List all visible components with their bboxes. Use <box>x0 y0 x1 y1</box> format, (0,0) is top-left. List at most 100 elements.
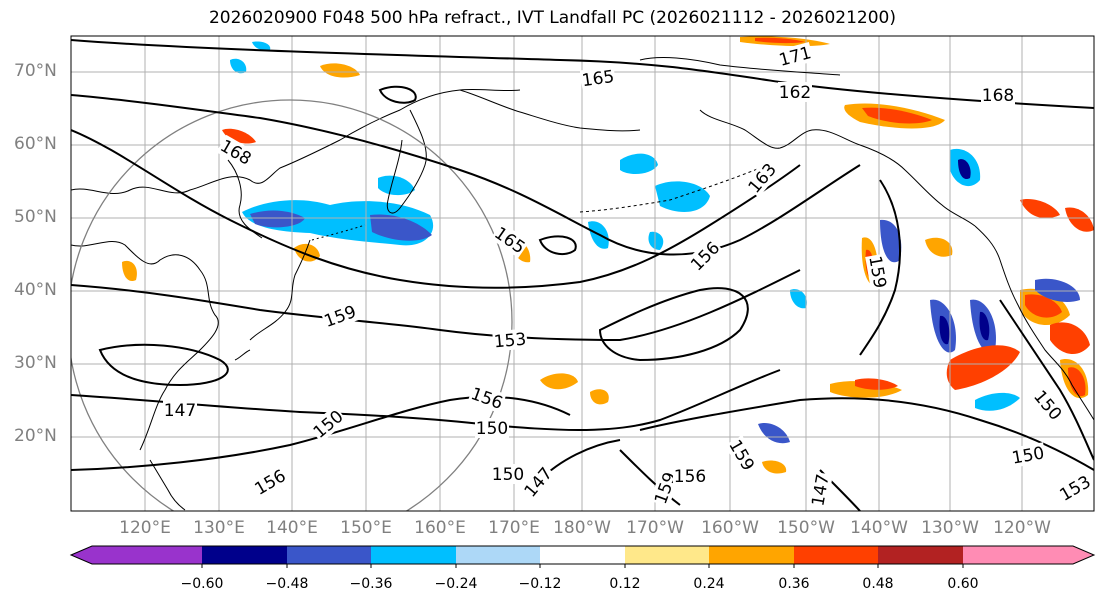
contour-line <box>378 85 417 104</box>
anomaly-patch <box>946 345 1020 390</box>
colorbar-swatch <box>287 546 371 564</box>
contour-line <box>619 449 681 506</box>
colorbar-swatch <box>540 546 625 564</box>
anomaly-patch <box>655 181 710 212</box>
longitude-label: 160°E <box>414 518 466 538</box>
contour-line <box>639 397 1094 471</box>
contour-label-background <box>1009 442 1047 468</box>
anomaly-patch <box>1025 294 1062 318</box>
contour-line <box>71 129 801 289</box>
coastline-north-america <box>974 225 1094 421</box>
colorbar-outline <box>69 545 1096 565</box>
colorbar-tick-label: −0.48 <box>265 576 309 592</box>
colorbar-swatch <box>625 546 709 564</box>
contour-line <box>98 343 229 387</box>
anomaly-patch <box>222 128 256 144</box>
contour-line <box>71 269 801 342</box>
contour-label: 147 <box>164 401 196 421</box>
colorbar-tick-label: −0.60 <box>180 576 224 592</box>
colorbar-swatch <box>878 546 963 564</box>
anomaly-patch <box>1020 199 1060 219</box>
anomaly-shading <box>122 36 1094 474</box>
contour-label-background <box>685 236 725 276</box>
coastline-alaska-north <box>639 57 841 76</box>
contour-line <box>71 395 571 471</box>
colorbar-swatch <box>456 546 540 564</box>
colorbar-tick-label: 0.36 <box>778 576 810 592</box>
contour-label: 150 <box>476 419 508 439</box>
contour-label-background <box>649 468 681 508</box>
map-frame <box>70 35 1095 512</box>
anomaly-patch <box>762 460 787 474</box>
longitude-label: 130°W <box>921 518 979 538</box>
anomaly-patch <box>252 41 271 51</box>
anomaly-patch <box>122 260 137 282</box>
latitude-label: 40°N <box>14 280 57 300</box>
anomaly-patch <box>230 58 247 74</box>
contour-label-background <box>163 400 197 420</box>
anomaly-patch <box>790 289 807 309</box>
contour-label-background <box>490 222 530 258</box>
anomaly-patch <box>1068 367 1086 397</box>
colorbar-tick-label: −0.12 <box>518 576 562 592</box>
anomaly-patch <box>250 210 305 228</box>
reference-circle <box>71 99 513 511</box>
anomaly-patch <box>1035 278 1080 302</box>
contour-label-background <box>724 435 760 475</box>
colorbar-tick-label: 0.12 <box>609 576 641 592</box>
coastline-japan <box>234 239 311 361</box>
coastline-kamchatka <box>386 109 427 214</box>
colorbar-tick-label: −0.24 <box>434 576 478 592</box>
longitude-label: 170°E <box>488 518 540 538</box>
contour-label-background <box>492 328 528 352</box>
contour-label-background <box>743 158 781 198</box>
anomaly-patch <box>855 378 898 390</box>
anomaly-patch <box>1065 207 1094 232</box>
colorbar-tick-label: 0.24 <box>693 576 725 592</box>
anomaly-patch <box>620 153 658 175</box>
contour-label: 162 <box>779 83 811 103</box>
anomaly-patch <box>378 175 415 196</box>
contour-label-background <box>475 418 509 438</box>
anomaly-patch <box>540 373 578 390</box>
latitude-label: 70°N <box>14 61 57 81</box>
latitude-label: 20°N <box>14 426 57 446</box>
contour-label-background <box>320 300 360 332</box>
contour-label-background <box>579 65 617 91</box>
contour-line <box>71 94 861 256</box>
contour-label: 165 <box>581 67 616 91</box>
contour-label-background <box>807 471 833 509</box>
coastline-philippines <box>149 459 186 511</box>
longitude-label: 150°W <box>777 518 835 538</box>
contour-label: 153 <box>493 330 527 353</box>
latitude-label: 60°N <box>14 134 57 154</box>
longitude-label: 130°E <box>193 518 245 538</box>
coastline-alaska <box>699 109 976 227</box>
contour-label-background <box>308 405 348 443</box>
colorbar-tick-label: 0.48 <box>862 576 894 592</box>
longitude-label: 120°E <box>119 518 171 538</box>
coastline-aleutians <box>579 167 761 213</box>
contour-label-background <box>467 382 507 414</box>
longitude-label: 180°W <box>553 518 611 538</box>
colorbar-tick-label: 0.60 <box>947 576 979 592</box>
longitude-label: 140°W <box>850 518 908 538</box>
anomaly-patch <box>880 219 902 263</box>
contour-label-background <box>491 464 525 484</box>
colorbar-swatch <box>709 546 794 564</box>
refractivity-contours <box>71 39 1094 511</box>
contour-label: 150 <box>492 465 524 485</box>
contour-label-background <box>250 464 290 500</box>
contour-line <box>859 179 901 356</box>
map-title: 2026020900 F048 500 hPa refract., IVT La… <box>208 8 896 28</box>
longitude-label: 150°E <box>340 518 392 538</box>
coastline-kurils <box>311 224 366 241</box>
colorbar-swatch <box>71 546 202 564</box>
longitude-label: 170°W <box>626 518 684 538</box>
colorbar-swatch <box>202 546 287 564</box>
contour-line <box>538 235 577 256</box>
anomaly-patch <box>979 311 990 341</box>
colorbar-swatch <box>963 546 1094 564</box>
